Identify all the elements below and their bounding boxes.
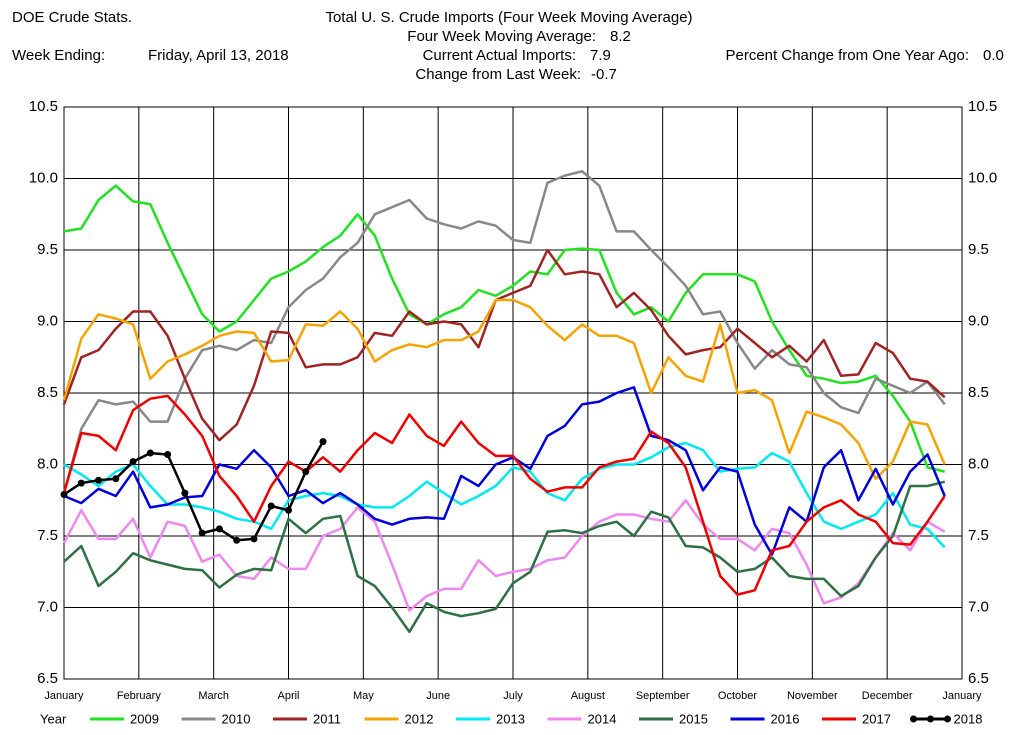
series-line xyxy=(63,441,946,549)
series-line xyxy=(62,170,946,494)
x-tick-label: November xyxy=(787,690,838,702)
legend-label: 2013 xyxy=(496,711,525,726)
series-line xyxy=(62,499,946,612)
y-tick-label: 7.0 xyxy=(37,598,58,615)
point xyxy=(95,476,103,484)
y2-tick-label: 6.5 xyxy=(968,670,989,687)
x-tick-label: May xyxy=(353,690,374,702)
y-tick-label: 6.5 xyxy=(37,670,58,687)
legend-label: 2017 xyxy=(862,711,891,726)
x-tick-label: January xyxy=(44,690,84,702)
x-tick-label: October xyxy=(718,690,757,702)
legend-label: 2014 xyxy=(588,711,617,726)
legend-label: 2010 xyxy=(222,711,251,726)
series-line xyxy=(63,184,945,473)
x-tick-label: September xyxy=(636,690,690,702)
x-tick-label: April xyxy=(277,690,299,702)
point xyxy=(112,475,120,483)
series-line xyxy=(62,298,946,481)
legend-label: 2011 xyxy=(313,711,341,726)
y2-tick-label: 7.0 xyxy=(968,598,989,615)
point xyxy=(250,535,258,543)
point xyxy=(146,449,154,457)
legend-label: 2018 xyxy=(954,711,983,726)
legend-marker xyxy=(927,715,934,723)
week-label: Week Ending: xyxy=(12,47,105,64)
legend-marker xyxy=(910,715,917,723)
point xyxy=(302,468,310,476)
x-tick-label: February xyxy=(117,690,162,702)
y2-tick-label: 9.0 xyxy=(968,312,989,329)
legend-title: Year xyxy=(40,711,67,726)
y-tick-label: 7.5 xyxy=(37,527,58,544)
series-line xyxy=(62,248,946,442)
point xyxy=(129,458,137,466)
y-tick-label: 9.5 xyxy=(37,241,58,258)
chart-title: Total U. S. Crude Imports (Four Week Mov… xyxy=(325,9,692,26)
plot-border xyxy=(63,106,963,680)
series-line xyxy=(63,386,946,556)
legend-marker xyxy=(944,715,951,723)
week-date: Friday, April 13, 2018 xyxy=(148,47,289,64)
y2-tick-label: 8.0 xyxy=(968,455,989,472)
legend-label: 2015 xyxy=(679,711,708,726)
point xyxy=(164,450,172,458)
x-tick-label: August xyxy=(571,690,605,702)
y2-tick-label: 10.0 xyxy=(968,169,997,186)
avg-label: Four Week Moving Average: xyxy=(407,28,596,45)
source: DOE Crude Stats. xyxy=(12,9,132,26)
series-line xyxy=(62,394,946,596)
y-tick-label: 9.0 xyxy=(37,312,58,329)
y2-tick-label: 10.5 xyxy=(968,98,997,115)
avg-value: 8.2 xyxy=(610,28,631,45)
x-tick-label: March xyxy=(198,690,229,702)
series-line xyxy=(63,440,325,542)
legend-label: 2016 xyxy=(771,711,800,726)
point xyxy=(233,536,241,544)
y2-tick-label: 8.5 xyxy=(968,384,989,401)
x-tick-label: January xyxy=(942,690,982,702)
y-tick-label: 10.0 xyxy=(29,169,58,186)
actual-label: Current Actual Imports: xyxy=(423,47,576,64)
point xyxy=(77,479,85,487)
legend-label: 2009 xyxy=(130,711,159,726)
legend-label: 2012 xyxy=(405,711,434,726)
y-tick-label: 10.5 xyxy=(29,98,58,115)
y-tick-label: 8.5 xyxy=(37,384,58,401)
x-tick-label: December xyxy=(862,690,913,702)
point xyxy=(181,489,189,497)
y2-tick-label: 7.5 xyxy=(968,527,989,544)
x-tick-label: June xyxy=(426,690,450,702)
actual-value: 7.9 xyxy=(590,47,611,64)
pct-label: Percent Change from One Year Ago: xyxy=(726,47,970,64)
point xyxy=(215,525,223,533)
point xyxy=(60,491,68,499)
point xyxy=(198,529,206,537)
y-tick-label: 8.0 xyxy=(37,455,58,472)
change-label: Change from Last Week: xyxy=(415,66,581,83)
pct-value: 0.0 xyxy=(983,47,1004,64)
y2-tick-label: 9.5 xyxy=(968,241,989,258)
point xyxy=(285,506,292,514)
point xyxy=(319,438,327,446)
series-line xyxy=(63,480,946,634)
x-tick-label: July xyxy=(503,690,523,702)
point xyxy=(267,502,275,510)
change-value: -0.7 xyxy=(591,66,617,83)
